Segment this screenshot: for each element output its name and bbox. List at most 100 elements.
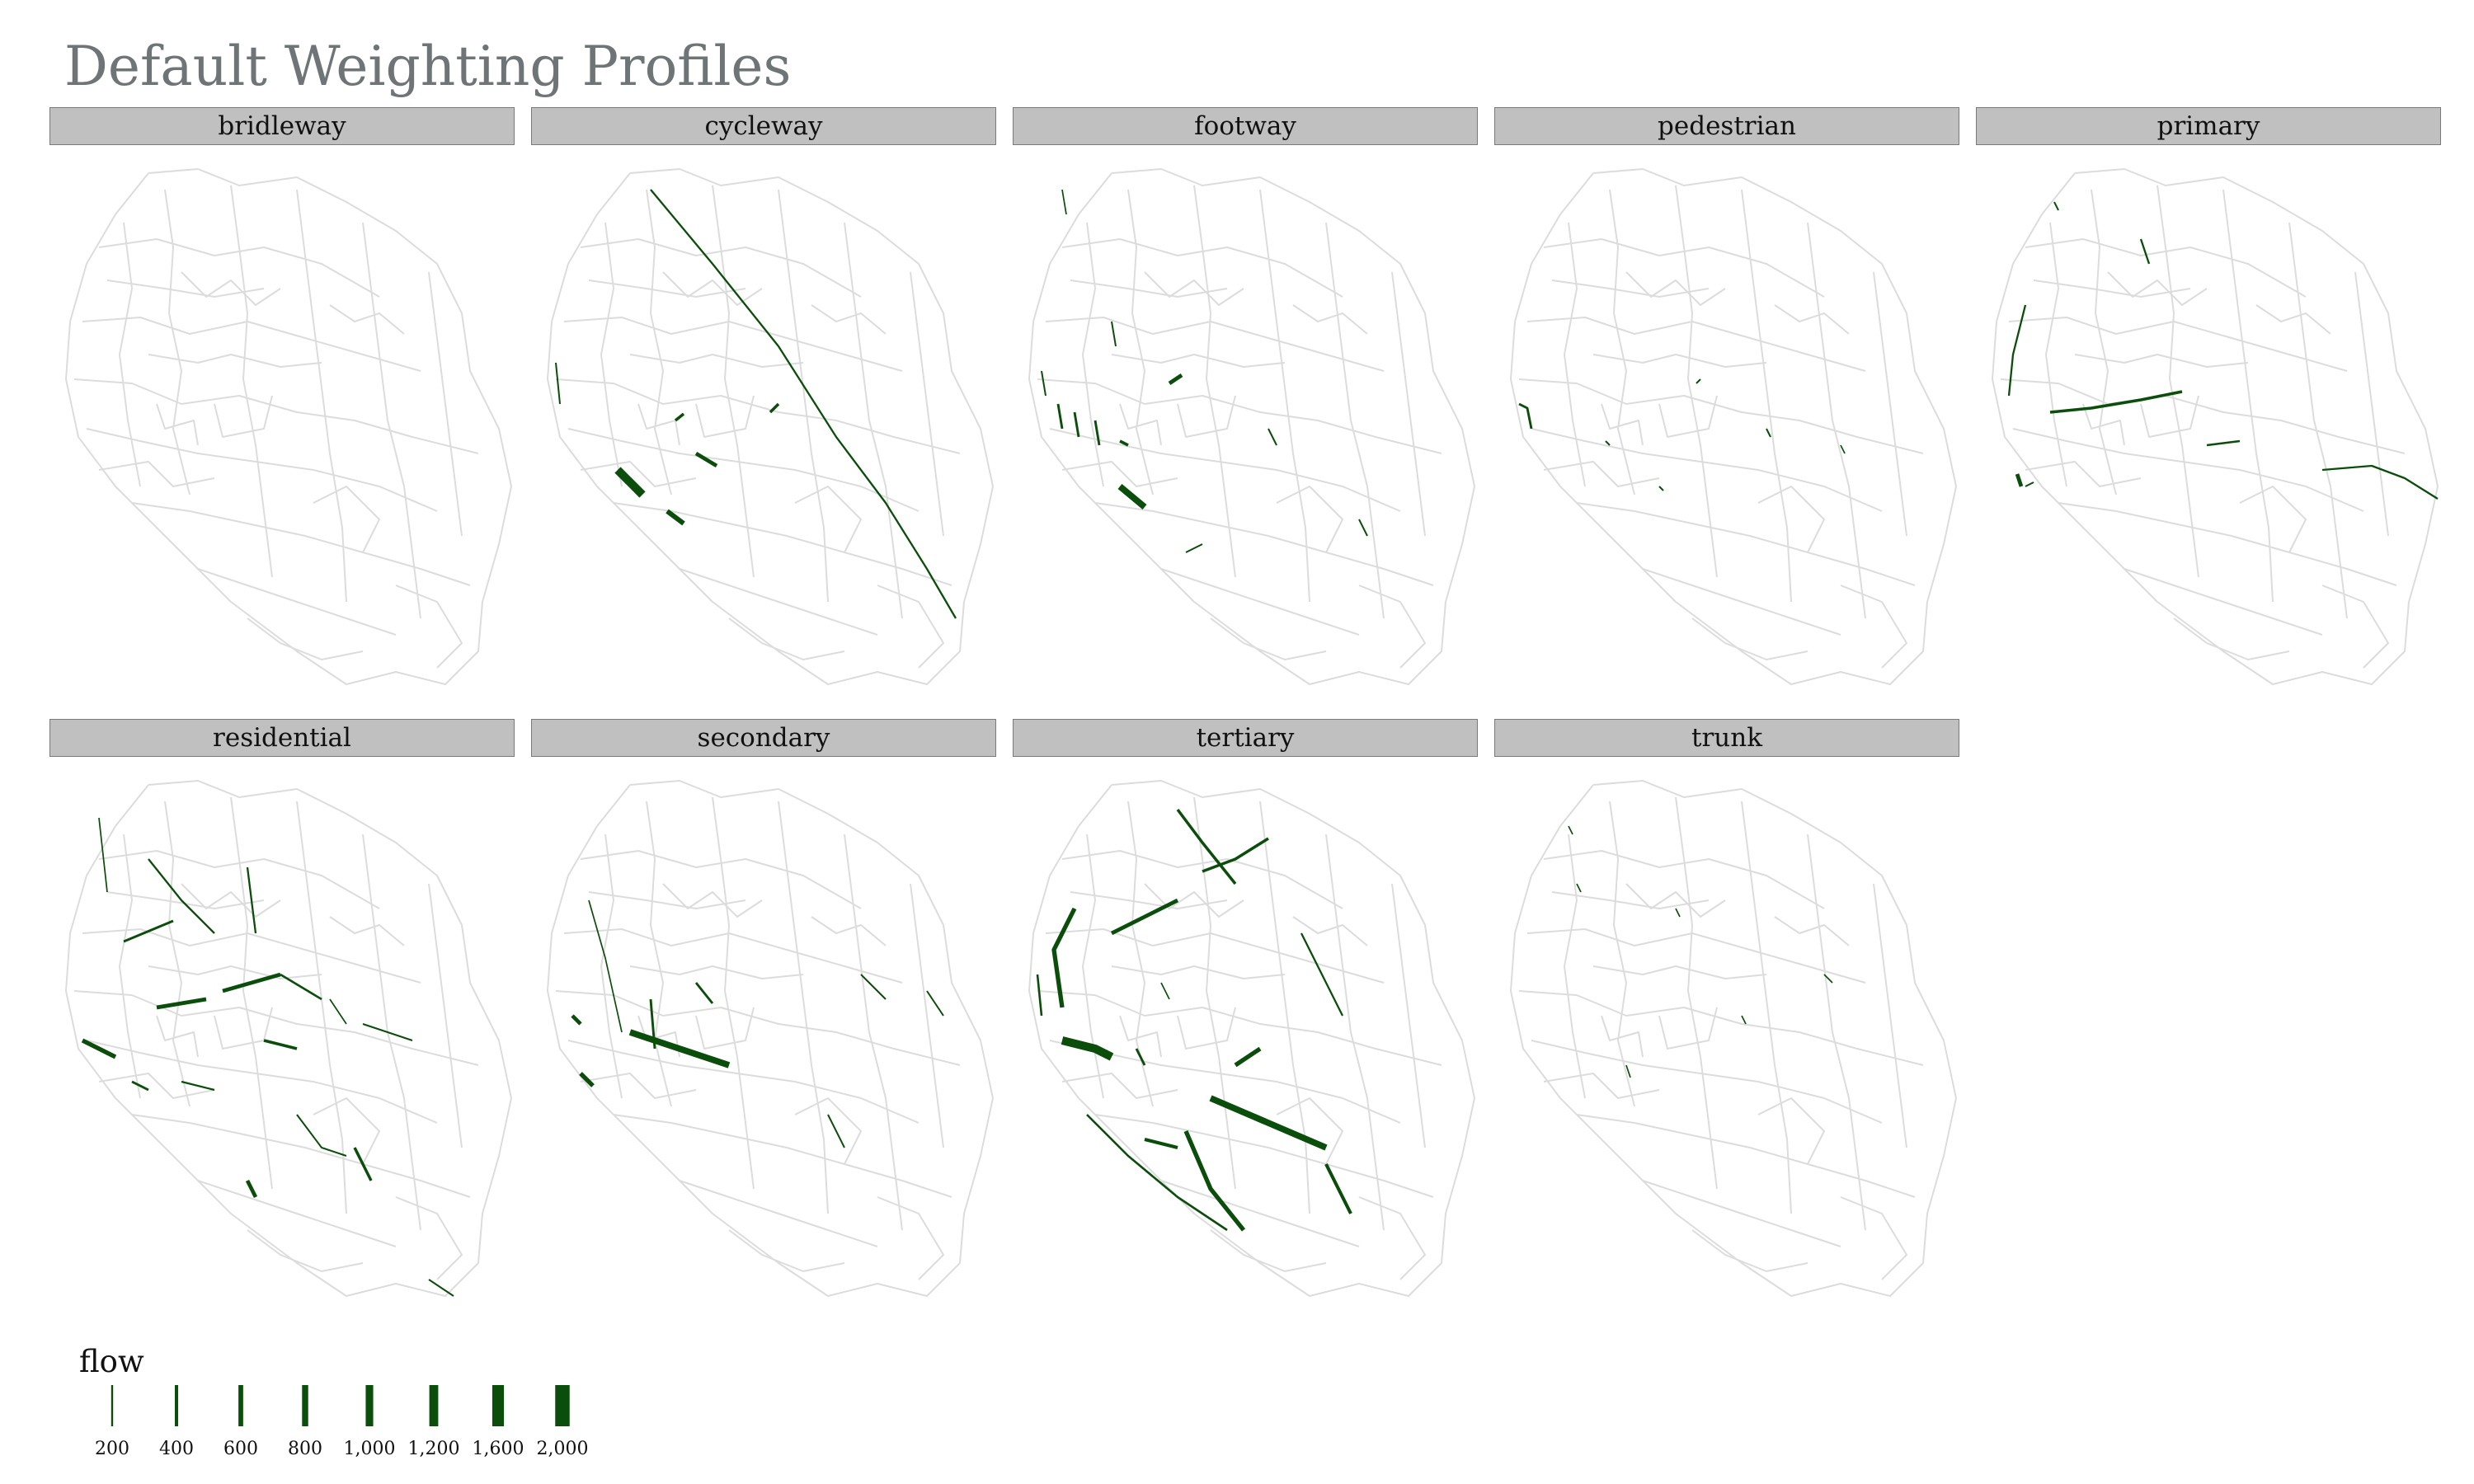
base-road (73, 378, 479, 454)
flow-segment (296, 1114, 347, 1157)
base-road (2012, 428, 2364, 512)
base-road (910, 883, 944, 1148)
base-road (629, 354, 804, 368)
legend-key-swatch (238, 1385, 243, 1426)
base-road (1061, 461, 1178, 487)
base-road (1160, 1180, 1360, 1247)
base-road (2222, 189, 2274, 603)
flow-segment (1061, 1036, 1114, 1061)
base-road (728, 1229, 845, 1272)
base-road (1119, 403, 1162, 446)
base-road (1840, 1196, 1907, 1280)
flow-segment (926, 990, 944, 1017)
base-road (1774, 916, 1850, 946)
flow-segment (1576, 883, 1582, 893)
flow-segment (1675, 908, 1681, 918)
base-road (1127, 801, 1154, 1107)
base-road (567, 428, 920, 512)
base-road (395, 1196, 463, 1280)
legend-key-swatch (365, 1385, 374, 1426)
base-road (428, 883, 463, 1148)
flow-segment (2206, 439, 2241, 447)
base-road (555, 990, 961, 1066)
base-road (2033, 279, 2191, 298)
base-road (1325, 222, 1385, 619)
base-road (1259, 189, 1310, 603)
flow-segment (81, 1038, 117, 1059)
flow-segment (123, 919, 174, 943)
base-road (563, 928, 903, 984)
flow-segment (181, 1080, 215, 1092)
network-boundary (1992, 168, 2439, 685)
base-road (2140, 395, 2199, 438)
base-road (214, 1007, 273, 1050)
flow-segment (1823, 974, 1833, 984)
base-road (1873, 883, 1907, 1148)
facet-panel-footway: footway (1013, 107, 1479, 701)
base-road (1564, 834, 1586, 1099)
network-boundary (1028, 168, 1475, 685)
legend-key-swatch (492, 1385, 505, 1426)
flow-segment (666, 509, 685, 526)
base-road (1518, 378, 1924, 454)
flow-segment (428, 1279, 454, 1297)
base-road (362, 222, 421, 619)
base-road (1210, 1229, 1327, 1272)
flow-segment (1086, 1114, 1228, 1232)
facet-strip: trunk (1494, 719, 1959, 757)
flow-segment (246, 866, 257, 934)
flow-segment (1061, 189, 1067, 215)
base-road (600, 222, 623, 487)
base-road (1119, 1015, 1162, 1058)
flow-segment (222, 972, 281, 993)
base-road (119, 222, 141, 487)
network-map (65, 780, 512, 1297)
base-road (1601, 1015, 1644, 1058)
flow-segment (1840, 444, 1846, 454)
flow-segment (1518, 402, 1533, 430)
flow-segment (827, 1114, 845, 1148)
base-road (1526, 928, 1866, 984)
base-road (695, 1007, 755, 1050)
base-road (1576, 1114, 1916, 1198)
base-road (98, 1073, 215, 1099)
base-road (1551, 891, 1710, 909)
base-road (646, 189, 672, 495)
base-road (844, 222, 903, 619)
base-road (1531, 1040, 1883, 1124)
legend-title: flow (79, 1344, 144, 1379)
base-road (1082, 834, 1104, 1099)
flow-segment (362, 1023, 413, 1041)
base-road (1675, 796, 1718, 1190)
facet-strip: secondary (531, 719, 996, 757)
base-road (164, 801, 190, 1107)
facet-strip: tertiary (1013, 719, 1478, 757)
facet-panel-pedestrian: pedestrian (1494, 107, 1961, 701)
base-road (1658, 1007, 1718, 1050)
base-road (2124, 568, 2323, 636)
base-road (1807, 222, 1866, 619)
flow-segment (1117, 484, 1147, 510)
base-road (637, 1015, 680, 1058)
base-road (1625, 271, 1726, 306)
base-road (2058, 502, 2397, 586)
network-map (1028, 168, 1475, 685)
base-road (156, 403, 199, 446)
base-road (600, 834, 623, 1099)
base-road (1691, 618, 1808, 660)
base-road (1160, 568, 1360, 636)
facet-strip: bridleway (49, 107, 515, 145)
base-road (1276, 1097, 1343, 1165)
base-road (1391, 271, 1426, 537)
facet-panel-cycleway: cycleway (531, 107, 998, 701)
base-road (329, 304, 405, 335)
network-boundary (65, 168, 512, 685)
base-road (1757, 486, 1825, 553)
legend-key-swatch (555, 1385, 570, 1426)
facet-strip: primary (1976, 107, 2441, 145)
legend-key-label: 1,200 (408, 1439, 460, 1459)
base-road (1193, 185, 1236, 578)
base-road (1873, 271, 1907, 537)
base-road (1193, 796, 1236, 1190)
base-road (1592, 354, 1767, 368)
